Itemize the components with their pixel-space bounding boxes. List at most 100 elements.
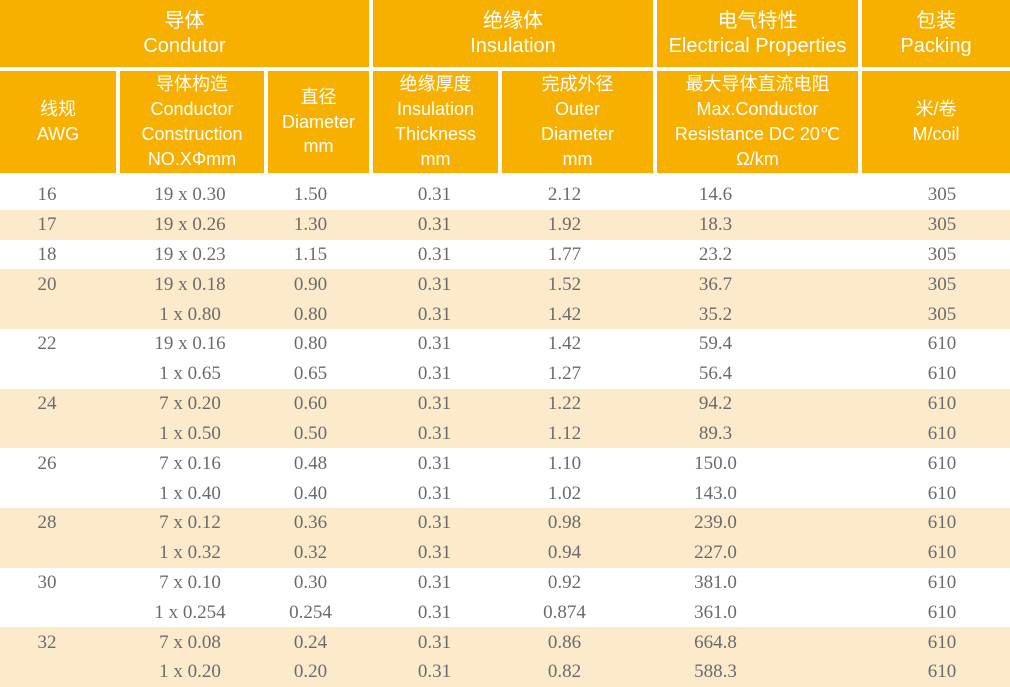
group-electrical-en: Electrical Properties: [668, 34, 847, 57]
table-row: 18 19 x 0.23 1.15 0.31 1.77 23.2 305: [0, 240, 1010, 270]
cell-coil: 610: [927, 393, 957, 415]
cell-thickness: 0.31: [417, 273, 452, 295]
cell-thickness: 0.31: [417, 601, 452, 623]
table-row: 1 x 0.80 0.80 0.31 1.42 35.2 305: [0, 299, 1010, 330]
col-header-resistance: 最大导体直流电阻 Max.Conductor Resistance DC 20℃…: [657, 71, 862, 173]
cell-construction: 7 x 0.16: [159, 452, 221, 474]
cell-outer: 1.52: [547, 273, 582, 295]
cell-awg: 24: [37, 393, 57, 415]
cell-outer: 0.94: [547, 542, 582, 564]
cell-outer: 0.874: [543, 601, 586, 623]
cell-diameter: 1.15: [293, 244, 328, 266]
cell-awg: 18: [37, 244, 57, 266]
cell-diameter: 0.80: [293, 303, 328, 325]
cell-construction: 1 x 0.32: [159, 542, 221, 564]
cell-outer: 0.92: [547, 571, 582, 593]
cell-awg: 20: [37, 273, 57, 295]
table-row: 20 19 x 0.18 0.90 0.31 1.52 36.7 305: [0, 269, 1010, 300]
cell-coil: 610: [927, 422, 957, 444]
cell-outer: 2.12: [547, 184, 582, 206]
group-conductor-zh: 导体: [164, 10, 205, 33]
cell-outer: 1.27: [547, 363, 582, 385]
group-insulation-zh: 绝缘体: [483, 10, 543, 33]
cell-construction: 7 x 0.08: [159, 631, 221, 653]
cell-thickness: 0.31: [417, 482, 452, 504]
group-packing-zh: 包装: [916, 10, 956, 33]
cell-construction: 1 x 0.254: [154, 601, 226, 623]
cell-construction: 19 x 0.18: [154, 273, 226, 295]
table-row: 17 19 x 0.26 1.30 0.31 1.92 18.3 305: [0, 209, 1010, 240]
cell-coil: 610: [927, 482, 957, 504]
cell-diameter: 0.30: [293, 571, 328, 593]
cell-awg: 22: [37, 333, 57, 355]
cell-construction: 1 x 0.80: [159, 303, 221, 325]
table-row: 22 19 x 0.16 0.80 0.31 1.42 59.4 610: [0, 329, 1010, 359]
cell-coil: 610: [927, 452, 957, 474]
cell-thickness: 0.31: [417, 244, 452, 266]
cell-diameter: 0.36: [293, 512, 328, 534]
cell-diameter: 0.50: [293, 422, 328, 444]
cell-construction: 19 x 0.30: [154, 184, 226, 206]
cell-resistance: 361.0: [694, 601, 737, 623]
cell-thickness: 0.31: [417, 631, 452, 653]
cell-outer: 1.42: [547, 303, 582, 325]
cell-outer: 1.42: [547, 333, 582, 355]
cell-diameter: 1.30: [293, 214, 328, 236]
cell-diameter: 0.90: [293, 273, 328, 295]
cell-coil: 610: [927, 512, 957, 534]
cell-thickness: 0.31: [417, 452, 452, 474]
cell-coil: 610: [927, 631, 957, 653]
table-row: 28 7 x 0.12 0.36 0.31 0.98 239.0 610: [0, 507, 1010, 538]
cell-thickness: 0.31: [417, 214, 452, 236]
cell-diameter: 0.65: [293, 363, 328, 385]
table-row: 1 x 0.40 0.40 0.31 1.02 143.0 610: [0, 478, 1010, 508]
table-row: 26 7 x 0.16 0.48 0.31 1.10 150.0 610: [0, 448, 1010, 478]
cell-diameter: 0.32: [293, 542, 328, 564]
group-header-insulation: 绝缘体 Insulation: [373, 0, 657, 67]
group-header-conductor: 导体 Condutor: [0, 0, 373, 67]
cell-outer: 0.86: [547, 631, 582, 653]
table-row: 1 x 0.254 0.254 0.31 0.874 361.0 610: [0, 597, 1010, 627]
cell-coil: 610: [927, 601, 957, 623]
cell-resistance: 381.0: [694, 571, 737, 593]
cell-coil: 305: [927, 303, 957, 325]
cell-awg: 28: [37, 512, 57, 534]
cell-resistance: 227.0: [694, 542, 737, 564]
cell-resistance: 56.4: [698, 363, 733, 385]
cell-thickness: 0.31: [417, 393, 452, 415]
cell-construction: 1 x 0.20: [159, 661, 221, 683]
cell-resistance: 588.3: [694, 661, 737, 683]
table-body: 16 19 x 0.30 1.50 0.31 2.12 14.6 305 17 …: [0, 180, 1010, 687]
cell-diameter: 0.20: [293, 661, 328, 683]
cell-coil: 610: [927, 542, 957, 564]
cell-construction: 19 x 0.23: [154, 244, 226, 266]
cell-resistance: 143.0: [694, 482, 737, 504]
cell-coil: 305: [927, 184, 957, 206]
cell-thickness: 0.31: [417, 512, 452, 534]
cell-construction: 7 x 0.20: [159, 393, 221, 415]
cell-thickness: 0.31: [417, 184, 452, 206]
col-header-diameter: 直径 Diameter mm: [268, 71, 373, 173]
cell-diameter: 0.80: [293, 333, 328, 355]
table-row: 1 x 0.65 0.65 0.31 1.27 56.4 610: [0, 359, 1010, 389]
cell-thickness: 0.31: [417, 542, 452, 564]
cell-outer: 0.82: [547, 661, 582, 683]
cell-awg: 17: [37, 214, 57, 236]
cell-diameter: 0.60: [293, 393, 328, 415]
cell-construction: 1 x 0.40: [159, 482, 221, 504]
group-packing-en: Packing: [900, 34, 972, 57]
col-header-outer: 完成外径 Outer Diameter mm: [502, 71, 657, 173]
cell-resistance: 239.0: [694, 512, 737, 534]
cell-outer: 1.22: [547, 393, 582, 415]
cell-outer: 1.02: [547, 482, 582, 504]
group-header-electrical: 电气特性 Electrical Properties: [657, 0, 862, 67]
cell-outer: 1.12: [547, 422, 582, 444]
cell-coil: 305: [927, 244, 957, 266]
cell-thickness: 0.31: [417, 571, 452, 593]
cell-construction: 19 x 0.16: [154, 333, 226, 355]
col-header-thickness: 绝缘厚度 Insulation Thickness mm: [373, 71, 502, 173]
cell-coil: 305: [927, 273, 957, 295]
table-row: 1 x 0.32 0.32 0.31 0.94 227.0 610: [0, 537, 1010, 568]
cell-thickness: 0.31: [417, 363, 452, 385]
cell-resistance: 94.2: [698, 393, 733, 415]
